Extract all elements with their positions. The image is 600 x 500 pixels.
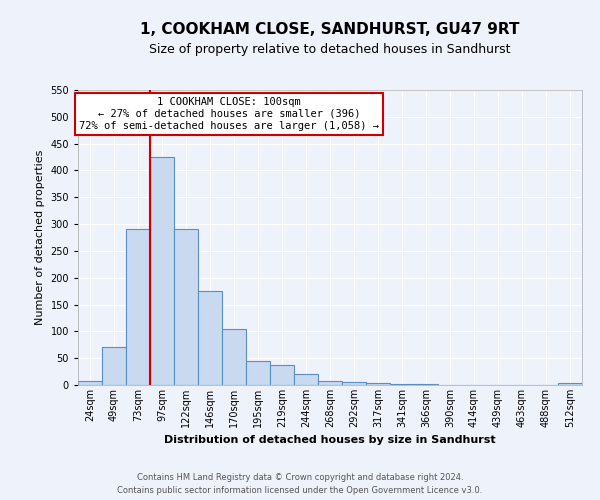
Bar <box>366 384 390 385</box>
Bar <box>78 380 102 385</box>
Bar <box>318 380 342 385</box>
Bar <box>222 328 246 385</box>
Bar <box>198 291 222 385</box>
Bar <box>558 384 582 385</box>
Text: 1, COOKHAM CLOSE, SANDHURST, GU47 9RT: 1, COOKHAM CLOSE, SANDHURST, GU47 9RT <box>140 22 520 38</box>
Bar <box>102 348 126 385</box>
Bar <box>246 362 270 385</box>
Bar <box>342 382 366 385</box>
Bar <box>150 157 174 385</box>
Y-axis label: Number of detached properties: Number of detached properties <box>35 150 45 325</box>
Bar <box>294 374 318 385</box>
Bar <box>390 384 414 385</box>
X-axis label: Distribution of detached houses by size in Sandhurst: Distribution of detached houses by size … <box>164 436 496 446</box>
Bar <box>270 364 294 385</box>
Bar <box>174 230 198 385</box>
Bar <box>414 384 438 385</box>
Bar <box>126 230 150 385</box>
Text: Contains HM Land Registry data © Crown copyright and database right 2024.
Contai: Contains HM Land Registry data © Crown c… <box>118 474 482 495</box>
Text: 1 COOKHAM CLOSE: 100sqm
← 27% of detached houses are smaller (396)
72% of semi-d: 1 COOKHAM CLOSE: 100sqm ← 27% of detache… <box>79 98 379 130</box>
Text: Size of property relative to detached houses in Sandhurst: Size of property relative to detached ho… <box>149 42 511 56</box>
